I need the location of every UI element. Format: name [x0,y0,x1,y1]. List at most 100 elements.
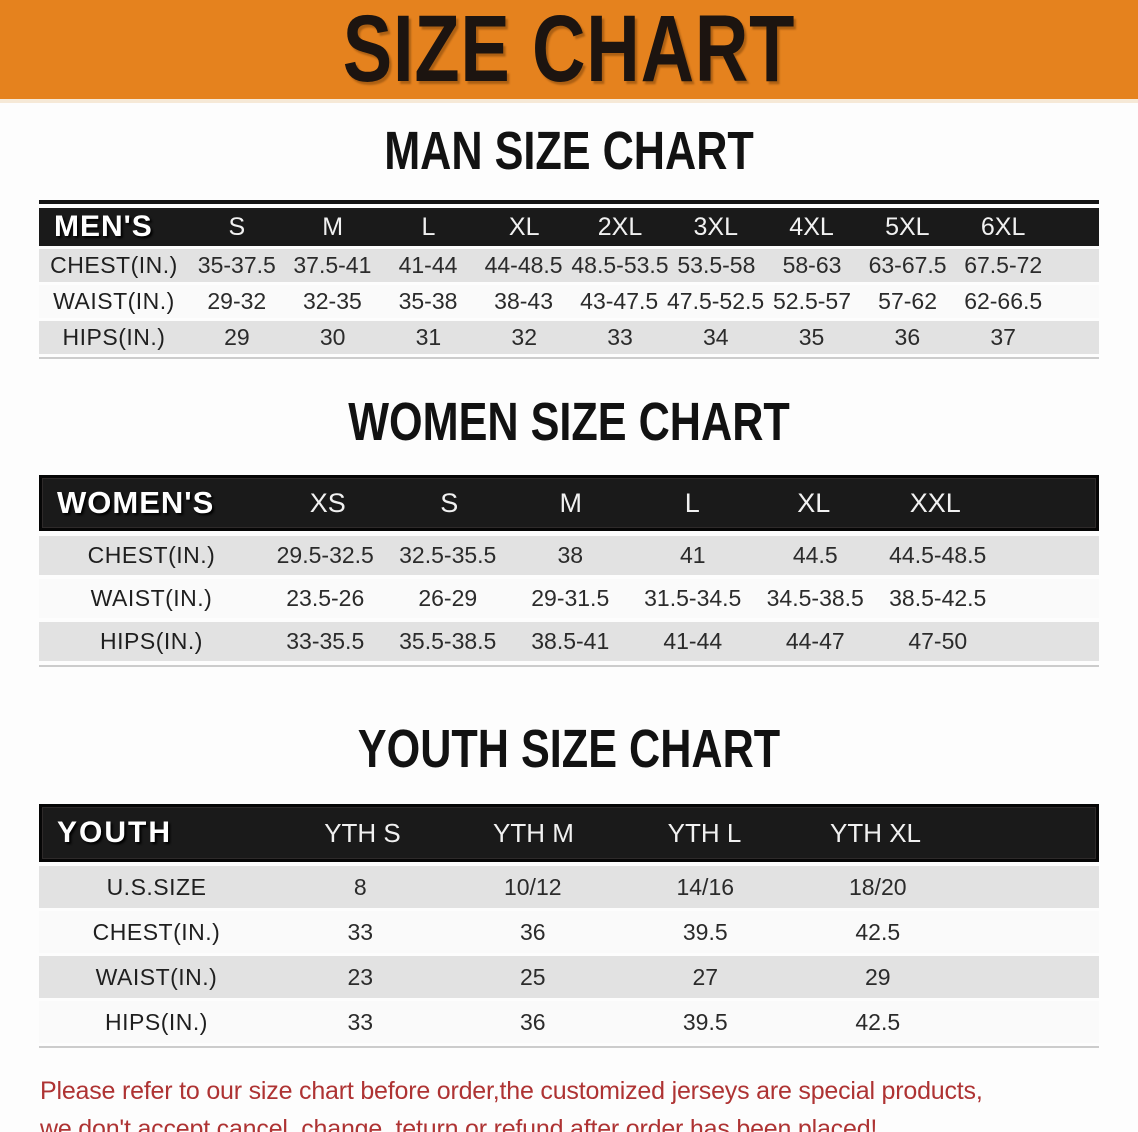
measurement-value: 44-48.5 [484,252,563,278]
measurement-value: 48.5-53.5 [571,252,669,278]
size-column-header: XS [309,487,346,518]
measurement-value: 57-62 [878,288,937,314]
measurement-value: 14/16 [676,873,735,900]
table-header-row: YOUTH YTH S YTH M YTH L YTH XL [39,804,1099,862]
table-spacer [1051,249,1099,282]
banner: SIZE CHART [0,0,1138,103]
measurement-value: 35-38 [398,288,458,314]
measurement-row: WAIST(IN.) 29-32 32-35 35-38 38-43 43-47.5 47.… [39,285,1099,321]
measurement-value: 67.5-72 [964,252,1043,278]
size-column-header: 4XL [789,212,834,241]
disclaimer: Please refer to our size chart before or… [0,1072,1138,1132]
measurement-value: 31.5-34.5 [644,585,742,611]
measurement-label: CHEST(IN.) [50,252,178,278]
measurement-value: 32 [511,324,538,350]
table-spacer [1051,321,1099,354]
measurement-value: 42.5 [855,1008,901,1035]
table-header-row: WOMEN'S XS S M L XL XXL [39,475,1099,531]
measurement-value: 39.5 [682,918,728,945]
measurement-value: 38 [557,542,584,568]
measurement-value: 32-35 [302,288,362,314]
measurement-row: WAIST(IN.) 23.5-26 26-29 29-31.5 31.5-34.5 34… [39,579,1099,622]
men-size-chart-section: MAN SIZE CHART MEN'S S M L XL 2XL 3XL 4XL 5XL 6XL… [0,124,1138,359]
size-column-header: XL [508,212,540,241]
table-spacer [964,911,1099,953]
measurement-value: 35-37.5 [197,252,276,278]
size-column-header: L [421,212,436,241]
measurement-value: 32.5-35.5 [399,542,497,568]
measurement-value: 52.5-57 [772,288,851,314]
measurement-value: 27 [692,963,719,990]
size-column-header: M [559,487,583,518]
measurement-value: 44.5 [792,542,838,568]
measurement-value: 38.5-41 [531,628,610,654]
measurement-value: 29-32 [207,288,267,314]
measurement-label: WAIST(IN.) [95,963,218,990]
measurement-value: 38-43 [494,288,553,314]
measurement-value: 29.5-32.5 [276,542,374,568]
measurement-value: 36 [519,918,546,945]
measurement-value: 44-47 [785,628,845,654]
measurement-value: 33-35.5 [286,628,365,654]
measurement-value: 63-67.5 [868,252,947,278]
men-size-table: MEN'S S M L XL 2XL 3XL 4XL 5XL 6XL CHEST(IN.) 35-37… [39,200,1099,359]
measurement-row: CHEST(IN.) 33 36 39.5 42.5 [39,911,1099,956]
measurement-value: 36 [519,1008,546,1035]
size-column-header: XXL [909,487,961,518]
table-group-label: WOMEN'S [57,485,215,520]
measurement-value: 34.5-38.5 [766,585,864,611]
measurement-value: 47.5-52.5 [666,288,765,314]
table-group-label: MEN'S [54,210,153,243]
table-header-row: MEN'S S M L XL 2XL 3XL 4XL 5XL 6XL [39,208,1099,246]
table-spacer [999,579,1099,618]
size-column-header: 6XL [980,212,1026,241]
measurement-value: 41 [679,542,706,568]
measurement-value: 23.5-26 [286,585,365,611]
size-column-header: S [228,212,246,241]
measurement-value: 25 [519,963,546,990]
measurement-value: 29 [224,324,250,350]
measurement-label: WAIST(IN.) [53,288,175,314]
size-column-header: M [322,212,344,241]
measurement-value: 26-29 [418,585,478,611]
measurement-value: 8 [353,873,367,900]
measurement-label: U.S.SIZE [106,873,207,900]
measurement-value: 33 [347,1008,374,1035]
measurement-value: 62-66.5 [964,288,1043,314]
measurement-label: HIPS(IN.) [62,324,166,350]
youth-size-table: YOUTH YTH S YTH M YTH L YTH XL U.S.SIZE 8 10/12… [39,804,1099,1048]
size-column-header: 5XL [885,212,930,241]
banner-title: SIZE CHART [342,0,796,102]
measurement-value: 34 [702,324,729,350]
measurement-label: CHEST(IN.) [87,542,216,568]
size-column-header: YTH XL [829,817,922,848]
measurement-row: HIPS(IN.) 33-35.5 35.5-38.5 38.5-41 41-44 44-… [39,622,1099,665]
size-column-header: XL [797,487,831,518]
table-spacer [1051,285,1099,318]
measurement-value: 37 [990,324,1016,350]
measurement-value: 35.5-38.5 [399,628,497,654]
measurement-row: CHEST(IN.) 35-37.5 37.5-41 41-44 44-48.5 48.5… [39,249,1099,285]
measurement-value: 42.5 [855,918,901,945]
measurement-value: 44.5-48.5 [889,542,987,568]
table-spacer [996,478,1096,528]
measurement-value: 41-44 [398,252,458,278]
table-spacer [964,956,1099,998]
table-body: CHEST(IN.) 29.5-32.5 32.5-35.5 38 41 44.5 44.5… [39,536,1099,667]
table-spacer [964,1001,1099,1043]
measurement-row: WAIST(IN.) 23 25 27 29 [39,956,1099,1001]
measurement-value: 29-31.5 [531,585,610,611]
measurement-value: 33 [347,918,374,945]
measurement-value: 35 [798,324,825,350]
measurement-value: 58-63 [782,252,842,278]
measurement-row: CHEST(IN.) 29.5-32.5 32.5-35.5 38 41 44.5 44.5… [39,536,1099,579]
measurement-value: 47-50 [908,628,968,654]
measurement-row: HIPS(IN.) 33 36 39.5 42.5 [39,1001,1099,1046]
youth-size-chart-section: YOUTH SIZE CHART YOUTH YTH S YTH M YTH L YTH… [0,722,1138,1048]
measurement-value: 10/12 [503,873,562,900]
table-spacer [999,622,1099,661]
size-column-header: YTH L [667,817,742,848]
table-spacer [1051,208,1099,246]
measurement-value: 29 [864,963,891,990]
measurement-row: HIPS(IN.) 29 30 31 32 33 34 35 36 37 [39,321,1099,357]
